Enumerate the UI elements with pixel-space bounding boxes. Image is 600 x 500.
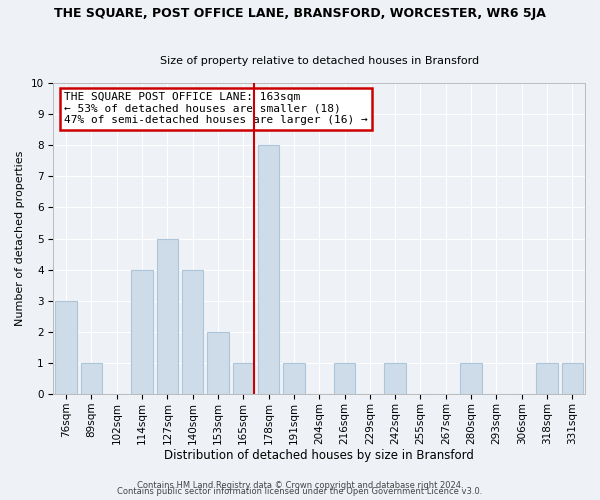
Text: THE SQUARE, POST OFFICE LANE, BRANSFORD, WORCESTER, WR6 5JA: THE SQUARE, POST OFFICE LANE, BRANSFORD,… [54, 8, 546, 20]
Text: THE SQUARE POST OFFICE LANE: 163sqm
← 53% of detached houses are smaller (18)
47: THE SQUARE POST OFFICE LANE: 163sqm ← 53… [64, 92, 368, 126]
Bar [258, 145, 280, 394]
Bar [536, 363, 558, 394]
Bar [283, 363, 305, 394]
Bar [182, 270, 203, 394]
Y-axis label: Number of detached properties: Number of detached properties [15, 151, 25, 326]
Text: Contains HM Land Registry data © Crown copyright and database right 2024.: Contains HM Land Registry data © Crown c… [137, 481, 463, 490]
X-axis label: Distribution of detached houses by size in Bransford: Distribution of detached houses by size … [164, 450, 474, 462]
Title: Size of property relative to detached houses in Bransford: Size of property relative to detached ho… [160, 56, 479, 66]
Bar [460, 363, 482, 394]
Bar [55, 301, 77, 394]
Bar [233, 363, 254, 394]
Bar [131, 270, 153, 394]
Bar [207, 332, 229, 394]
Bar [80, 363, 102, 394]
Bar [157, 238, 178, 394]
Text: Contains public sector information licensed under the Open Government Licence v3: Contains public sector information licen… [118, 488, 482, 496]
Bar [562, 363, 583, 394]
Bar [385, 363, 406, 394]
Bar [334, 363, 355, 394]
